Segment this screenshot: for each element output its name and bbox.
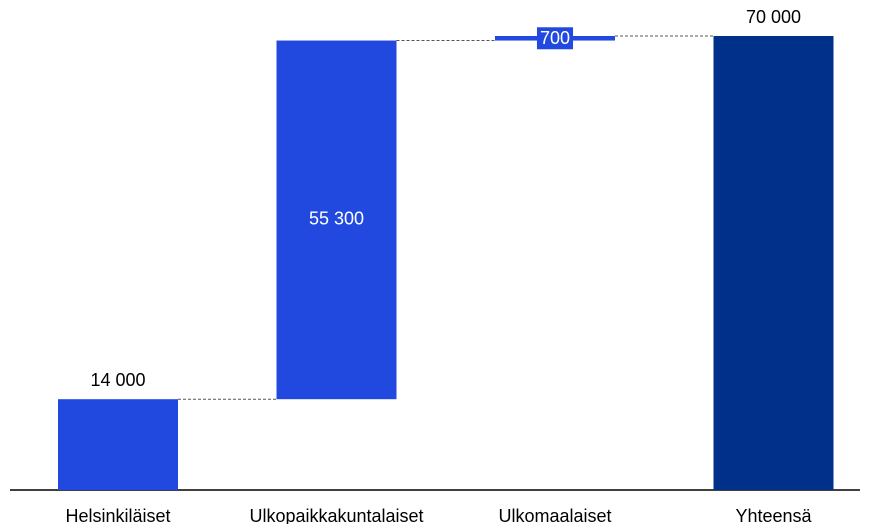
value-label: 14 000	[90, 370, 145, 390]
x-tick-label: Ulkomaalaiset	[498, 506, 611, 524]
bar	[713, 36, 834, 490]
bar	[276, 40, 397, 400]
x-tick-label: Helsinkiläiset	[65, 506, 170, 524]
x-tick-label: Ulkopaikkakuntalaiset	[249, 506, 423, 524]
value-label-box	[536, 27, 574, 50]
bar	[58, 399, 178, 490]
value-label: 55 300	[309, 209, 364, 229]
value-label: 700	[540, 28, 570, 48]
x-tick-label: Yhteensä	[735, 506, 812, 524]
value-label: 70 000	[746, 7, 801, 27]
